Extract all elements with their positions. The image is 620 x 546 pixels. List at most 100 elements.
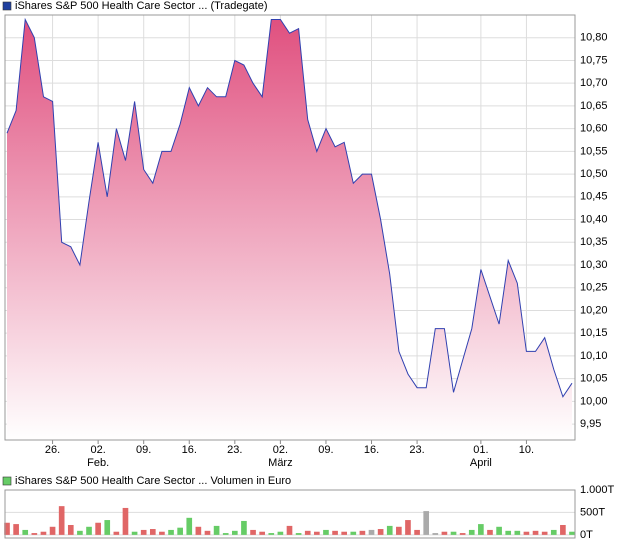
volume-bar — [131, 531, 138, 535]
x-tick-label: 16. — [182, 444, 197, 456]
x-tick-label: 09. — [318, 444, 333, 456]
x-tick-label: 23. — [409, 444, 424, 456]
volume-bar — [350, 531, 357, 535]
y-tick-label: 10,75 — [580, 54, 608, 66]
volume-bar — [67, 524, 74, 535]
x-tick-month: Feb. — [87, 457, 109, 469]
volume-bar — [4, 522, 10, 535]
volume-bar — [487, 529, 493, 535]
volume-bar — [259, 531, 265, 535]
volume-bar — [341, 531, 348, 535]
volume-bar — [478, 524, 484, 535]
volume-bar — [113, 531, 120, 535]
volume-bar — [323, 529, 329, 535]
x-tick-label: 23. — [227, 444, 242, 456]
volume-bar — [368, 529, 375, 535]
volume-bar — [332, 530, 338, 535]
volume-bar — [122, 507, 129, 535]
volume-bar — [295, 533, 302, 535]
x-tick-label: 16. — [364, 444, 379, 456]
volume-bar — [22, 529, 29, 535]
y-tick-label: 10,25 — [580, 282, 608, 294]
volume-bar — [505, 530, 512, 535]
volume-bar — [386, 525, 393, 535]
volume-bar — [186, 517, 193, 535]
volume-bar — [359, 530, 366, 535]
area-fill — [7, 19, 572, 440]
y-tick-label: 10,15 — [580, 327, 608, 339]
volume-bar — [86, 526, 92, 535]
y-tick-label: 9,95 — [580, 418, 601, 430]
volume-bar — [159, 531, 165, 535]
volume-bar — [149, 529, 156, 535]
volume-bar — [231, 530, 238, 535]
volume-bar — [514, 530, 521, 535]
volume-bar — [40, 531, 47, 535]
volume-bar — [49, 526, 56, 535]
legend-swatch — [2, 1, 12, 11]
y-tick-label: 10,80 — [580, 32, 608, 44]
y-tick-label: 10,05 — [580, 373, 608, 385]
volume-bar — [204, 530, 211, 535]
volume-bar — [432, 533, 439, 535]
volume-bar — [314, 531, 320, 535]
volume-bar — [104, 520, 111, 535]
volume-bar — [222, 533, 229, 535]
x-tick-label: 02. — [273, 444, 288, 456]
y-tick-label: 1.000T — [580, 484, 615, 496]
legend-label: iShares S&P 500 Health Care Sector ... V… — [15, 475, 291, 487]
volume-bar — [77, 530, 83, 535]
volume-bar — [441, 531, 448, 535]
y-tick-label: 10,65 — [580, 100, 608, 112]
x-tick-label: 09. — [136, 444, 151, 456]
y-tick-label: 10,30 — [580, 259, 608, 271]
volume-bar — [377, 529, 384, 535]
price-line — [6, 17, 573, 398]
volume-bar — [277, 531, 284, 535]
x-tick-label: 26. — [45, 444, 60, 456]
x-tick-label: 02. — [90, 444, 105, 456]
x-tick-month: April — [470, 457, 492, 469]
plot-border — [4, 14, 576, 441]
volume-bar — [58, 506, 65, 535]
y-tick-label: 10,45 — [580, 191, 608, 203]
volume-bar — [250, 529, 256, 535]
y-tick-label: 0T — [580, 529, 593, 541]
volume-bar — [177, 527, 183, 535]
volume-bar — [405, 520, 411, 535]
legend-swatch — [2, 476, 12, 486]
y-tick-label: 10,55 — [580, 145, 608, 157]
volume-bar — [560, 524, 566, 535]
volume-bar — [195, 526, 202, 535]
volume-bar — [532, 530, 539, 535]
x-tick-month: März — [268, 457, 292, 469]
y-tick-label: 500T — [580, 506, 605, 518]
volume-bar — [423, 511, 430, 535]
y-tick-label: 10,35 — [580, 236, 608, 248]
y-tick-label: 10,10 — [580, 350, 608, 362]
volume-bar — [496, 526, 502, 535]
volume-bar — [241, 520, 247, 535]
y-tick-label: 10,60 — [580, 123, 608, 135]
y-tick-label: 10,20 — [580, 304, 608, 316]
volume-bar — [304, 530, 311, 535]
volume-bar — [140, 529, 147, 535]
volume-bar — [213, 525, 220, 535]
volume-bar — [541, 531, 548, 535]
x-tick-label: 01. — [473, 444, 488, 456]
volume-bar — [569, 531, 575, 535]
volume-bar — [13, 524, 19, 535]
volume-bar — [414, 529, 420, 535]
y-tick-label: 10,00 — [580, 395, 608, 407]
y-tick-label: 10,50 — [580, 168, 608, 180]
volume-bar — [286, 525, 293, 535]
volume-bar — [396, 526, 402, 535]
volume-bar — [550, 529, 557, 535]
volume-bar — [468, 529, 475, 535]
x-tick-label: 10. — [519, 444, 534, 456]
volume-bar — [459, 533, 466, 535]
volume-bar — [168, 529, 174, 535]
volume-bar — [31, 533, 38, 535]
volume-bar — [450, 531, 457, 535]
